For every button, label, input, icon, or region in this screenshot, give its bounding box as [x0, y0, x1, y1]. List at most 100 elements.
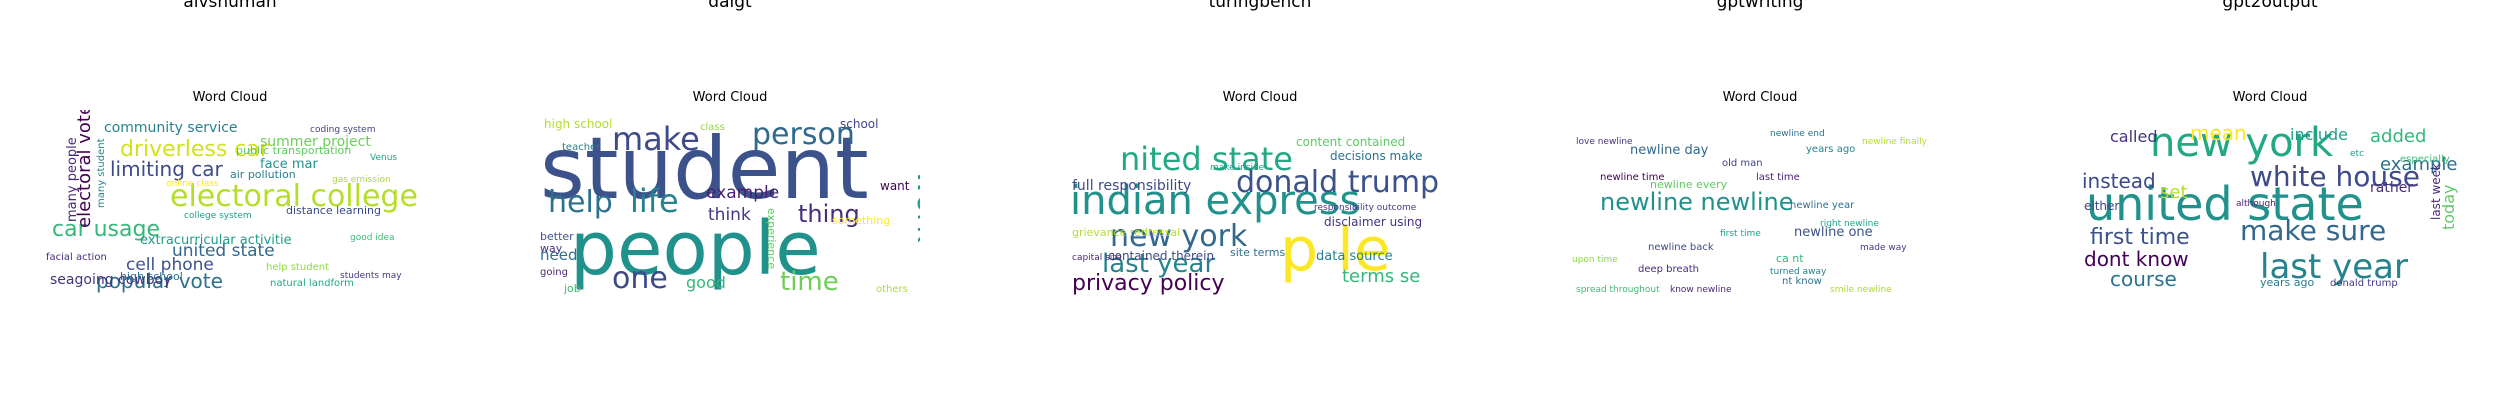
- wordcloud-word: online class: [166, 179, 219, 189]
- wordcloud-word: cell phone: [126, 255, 214, 275]
- wordcloud-word: terms se: [1342, 266, 1420, 287]
- wordcloud-word: content contained: [1296, 135, 1405, 149]
- wordcloud-word: distance learning: [286, 204, 381, 217]
- wordcloud-word: way: [540, 242, 563, 255]
- dataset-title: turingbench: [1208, 0, 1312, 12]
- wordcloud-word: limiting car: [110, 157, 224, 181]
- wordcloud-word: example: [706, 183, 779, 203]
- wordcloud-title: Word Cloud: [1222, 90, 1298, 105]
- wordcloud-word: although: [2236, 199, 2276, 209]
- dataset-title: gptwriting: [1716, 0, 1804, 12]
- wordcloud-title: Word Cloud: [2232, 90, 2308, 105]
- wordcloud-title: Word Cloud: [192, 90, 268, 105]
- wordcloud-word: smile newline: [1830, 285, 1892, 295]
- wordcloud-word: example: [2380, 154, 2457, 175]
- wordcloud-word: newline day: [1630, 143, 1709, 158]
- wordcloud-word: better: [540, 230, 574, 243]
- wordcloud-word: p le: [1280, 215, 1391, 285]
- panel-turingbench: turingbench Word Cloud indian express nit…: [1050, 0, 1470, 400]
- dataset-title: aivshuman: [183, 0, 277, 12]
- wordcloud-word: make: [612, 120, 700, 158]
- wordcloud-word: work: [910, 170, 920, 243]
- wordcloud-word: help: [548, 185, 613, 220]
- wordcloud-word: think: [708, 205, 751, 225]
- wordcloud-title: Word Cloud: [692, 90, 768, 105]
- wordcloud-word: many people: [65, 137, 80, 222]
- wordcloud-word: decisions make: [1330, 149, 1422, 163]
- wordcloud-word: others: [876, 284, 908, 295]
- dataset-title: daigt: [708, 0, 752, 12]
- wordcloud-word: public transportation: [236, 144, 351, 157]
- panel-daigt: daigt Word Cloud student people person make…: [520, 0, 940, 400]
- wordcloud-word: newline every: [1650, 178, 1728, 191]
- wordcloud-word: mean: [2190, 121, 2247, 145]
- wordcloud-word: student: [540, 119, 869, 219]
- wordcloud-word: united state: [172, 241, 275, 261]
- wordcloud-word: newline time: [1600, 172, 1665, 183]
- wordcloud-word: electoral vote: [74, 110, 95, 228]
- wordcloud-word: privacy policy: [1072, 271, 1225, 296]
- wordcloud-word: high school: [544, 117, 612, 131]
- wordcloud-word: life: [630, 182, 679, 220]
- wordcloud-word: turned away: [1770, 267, 1827, 277]
- wordcloud-word: going: [540, 267, 568, 278]
- wordcloud-word: last week: [2429, 163, 2443, 220]
- panel-aivshuman: aivshuman Word Cloud electoral college dr…: [20, 0, 440, 400]
- wordcloud-word: coding system: [310, 125, 375, 135]
- wordcloud-image: indian express nited state donald trump new…: [1070, 110, 1450, 296]
- wordcloud-word: driverless car: [120, 137, 270, 162]
- wordcloud-word: person: [752, 117, 855, 152]
- wordcloud-word: ca nt: [1776, 252, 1804, 265]
- wordcloud-word: first time: [1720, 229, 1761, 239]
- wordcloud-word: dont know: [2084, 247, 2189, 271]
- wordcloud-word: full responsibility: [1072, 178, 1191, 194]
- wordcloud-word: car usage: [52, 217, 160, 242]
- wordcloud-word: seagoing cowboy: [50, 272, 172, 288]
- wordcloud-word: today: [2439, 185, 2458, 231]
- wordcloud-word: college system: [184, 211, 252, 221]
- wordcloud-word: class: [700, 122, 725, 133]
- wordcloud-word: added: [2370, 126, 2426, 147]
- wordcloud-word: deep breath: [1638, 264, 1699, 275]
- wordcloud-word: last time: [1756, 172, 1800, 183]
- wordcloud-word: newline one: [1794, 225, 1873, 240]
- wordcloud-word: especially: [2400, 154, 2450, 165]
- wordcloud-word: course: [2110, 267, 2177, 291]
- wordcloud-word: need: [540, 246, 578, 264]
- wordcloud-word: capital site: [1072, 253, 1122, 263]
- wordcloud-word: upon time: [1572, 255, 1618, 265]
- wordcloud-word: thing: [798, 200, 860, 228]
- wordcloud-word: help student: [266, 262, 329, 273]
- wordcloud-word: make inside: [1210, 163, 1265, 173]
- panel-gptwriting: gptwriting Word Cloud newline newline new…: [1550, 0, 1970, 400]
- wordcloud-image: student people person make life help one time th…: [540, 110, 920, 296]
- wordcloud-word: newline back: [1648, 242, 1714, 253]
- wordcloud-word: Venus: [370, 153, 397, 163]
- wordcloud-word: school: [840, 117, 878, 131]
- wordcloud-image: united state new york white house last year…: [2080, 110, 2460, 296]
- wordcloud-word: etc: [2350, 149, 2364, 159]
- wordcloud-word: natural landform: [270, 278, 354, 289]
- wordcloud-word: electoral college: [170, 179, 418, 214]
- wordcloud-word: newline year: [1790, 200, 1855, 211]
- wordcloud-word: newline end: [1770, 129, 1825, 139]
- wordcloud-word: either: [2084, 199, 2119, 213]
- wordcloud-word: spread throughout: [1576, 285, 1660, 295]
- wordcloud-word: students may: [340, 271, 402, 281]
- wordcloud-word: air pollution: [230, 168, 296, 181]
- wordcloud-word: love newline: [1576, 137, 1633, 147]
- wordcloud-word: know newline: [1670, 285, 1732, 295]
- wordcloud-word: summer project: [260, 134, 371, 150]
- wordcloud-word: first time: [2090, 225, 2190, 250]
- wordcloud-word: years ago: [1806, 144, 1855, 155]
- wordcloud-title: Word Cloud: [1722, 90, 1798, 105]
- wordcloud-word: data source: [1316, 249, 1393, 264]
- wordcloud-word: new york: [1110, 219, 1248, 254]
- wordcloud-word: last year: [1102, 249, 1215, 279]
- wordcloud-word: face mar: [260, 157, 318, 172]
- wordcloud-word: something: [832, 214, 890, 227]
- wordcloud-image: newline newline newline one newline day new…: [1570, 110, 1950, 296]
